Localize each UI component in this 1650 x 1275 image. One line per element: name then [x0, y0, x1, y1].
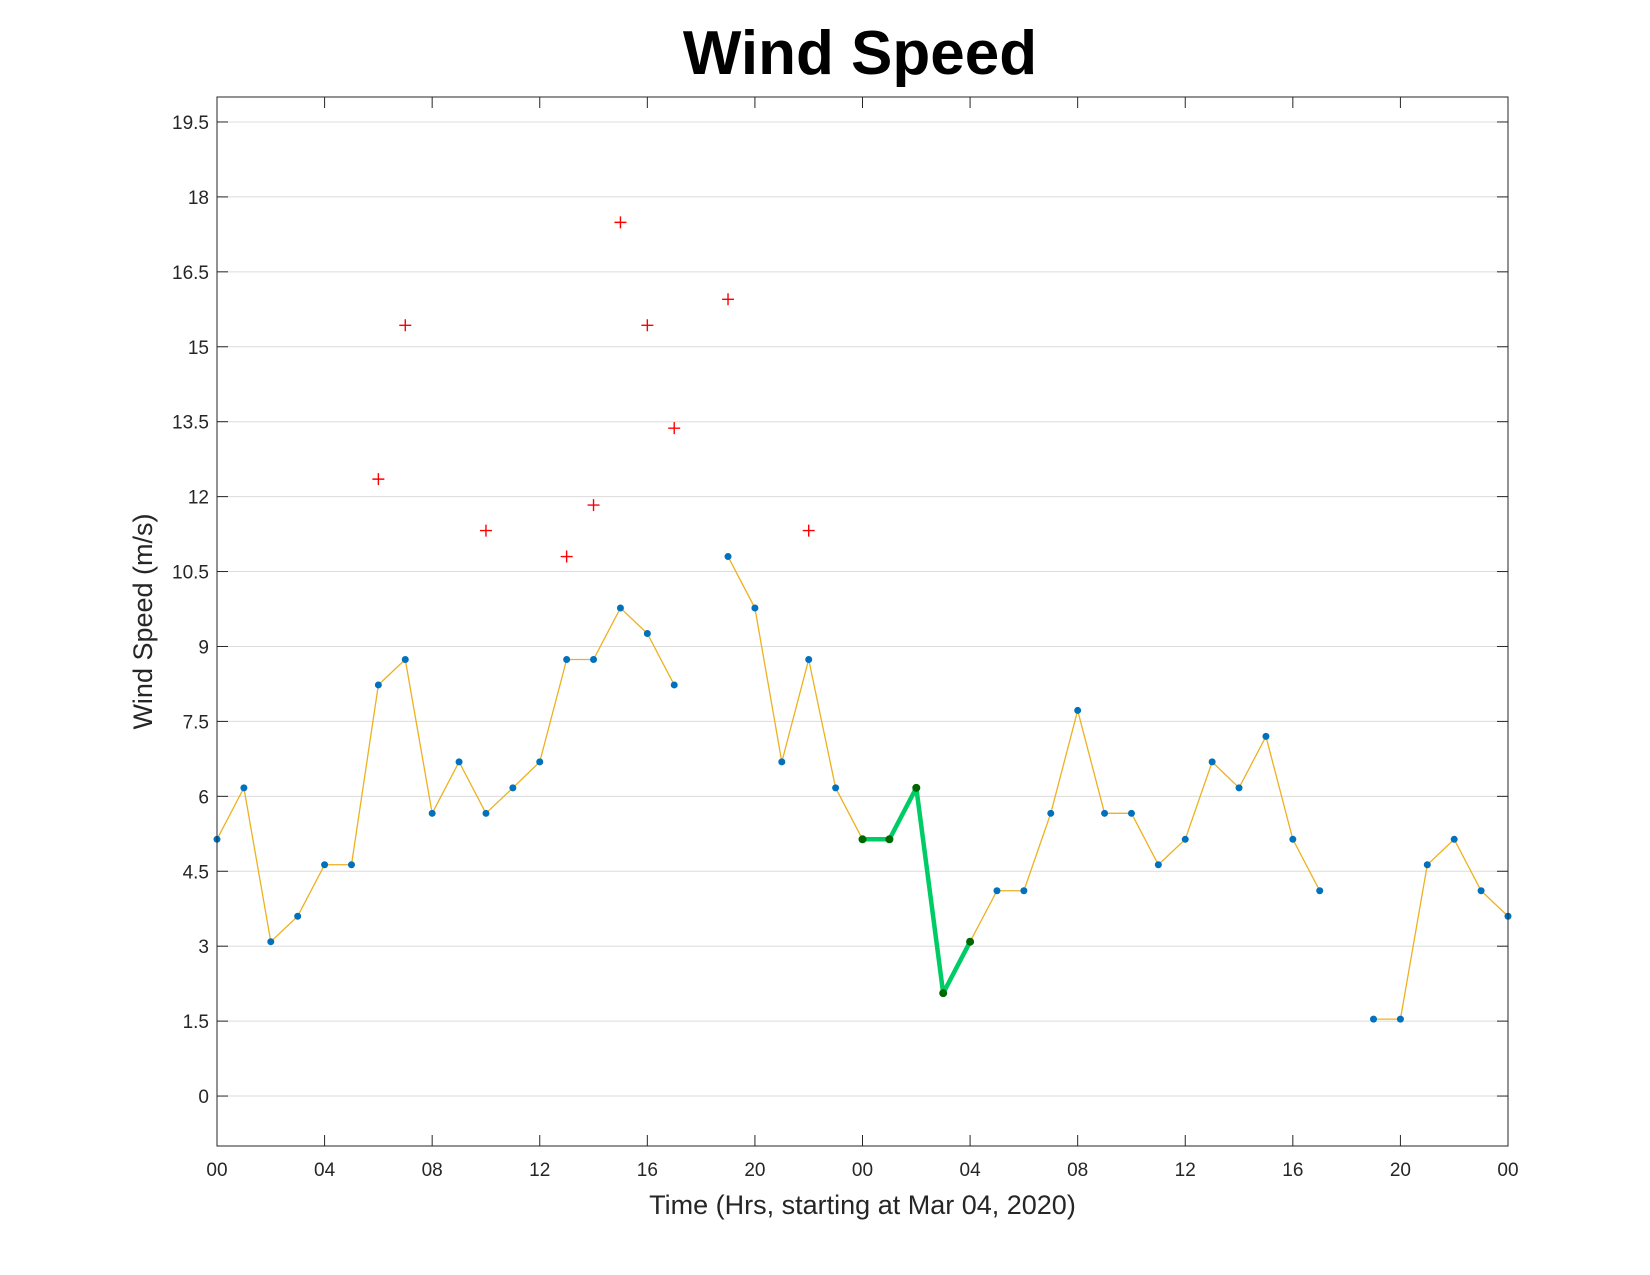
x-tick-label: 00 — [1497, 1160, 1518, 1181]
series-line — [216, 606, 675, 943]
x-tick-label: 16 — [1282, 1160, 1303, 1181]
x-axis-ticks: 00 04 08 12 16 20 00 04 08 12 16 20 00 — [206, 97, 1519, 1181]
data-point — [1127, 809, 1135, 817]
data-point — [1101, 809, 1109, 817]
x-tick-label: 00 — [852, 1160, 873, 1181]
data-point — [321, 861, 329, 869]
data-point — [374, 681, 382, 689]
data-point — [778, 758, 786, 766]
x-tick-label: 12 — [529, 1160, 550, 1181]
outlier-marker — [668, 422, 681, 435]
x-tick-label: 08 — [422, 1160, 443, 1181]
outlier-marker — [722, 293, 735, 306]
data-point — [1450, 835, 1458, 843]
data-point — [401, 655, 409, 663]
y-tick-label: 6 — [198, 787, 209, 808]
outlier-marker — [587, 499, 600, 512]
data-point — [1289, 835, 1297, 843]
y-axis-label: Wind Speed (m/s) — [128, 513, 158, 729]
x-axis-label: Time (Hrs, starting at Mar 04, 2020) — [649, 1190, 1076, 1220]
data-point — [616, 604, 624, 612]
outlier-marker — [802, 524, 815, 537]
data-point — [1074, 706, 1082, 714]
data-point — [267, 938, 275, 946]
plot-frame — [216, 96, 1509, 1147]
y-tick-label: 1.5 — [183, 1012, 209, 1033]
data-point — [509, 784, 517, 792]
y-tick-label: 12 — [188, 488, 209, 509]
data-point — [1262, 732, 1270, 740]
chart-title: Wind Speed — [683, 19, 1037, 88]
data-point — [993, 887, 1001, 895]
series-line — [727, 556, 1321, 996]
y-tick-label: 9 — [198, 637, 209, 658]
x-tick-label: 04 — [314, 1160, 336, 1181]
data-point — [347, 861, 355, 869]
y-tick-label: 18 — [188, 188, 209, 209]
data-point — [1396, 1015, 1404, 1023]
y-tick-label: 10.5 — [172, 563, 209, 584]
outlier-marker — [641, 319, 654, 332]
x-tick-label: 00 — [206, 1160, 227, 1181]
x-tick-label: 20 — [744, 1160, 765, 1181]
highlight-line — [862, 785, 973, 996]
data-point — [1370, 1015, 1378, 1023]
highlight-point — [939, 989, 948, 998]
data-point — [1208, 758, 1216, 766]
data-point — [482, 809, 490, 817]
data-point — [563, 655, 571, 663]
data-point — [751, 604, 759, 612]
y-axis-ticks: 0 1.5 3 4.5 6 7.5 9 10.5 12 13.5 15 16.5 18 19.5 — [172, 113, 1508, 1108]
y-tick-label: 13.5 — [172, 413, 209, 434]
y-tick-label: 16.5 — [172, 263, 209, 284]
highlight-point — [966, 937, 975, 946]
data-point — [240, 784, 248, 792]
highlight-point — [858, 835, 867, 844]
data-point — [670, 681, 678, 689]
highlight-point — [912, 783, 921, 792]
data-point — [643, 629, 651, 637]
outlier-marker — [479, 524, 492, 537]
data-point — [536, 758, 544, 766]
y-tick-label: 7.5 — [183, 712, 209, 733]
data-point — [1047, 809, 1055, 817]
data-point — [805, 655, 813, 663]
outlier-marker — [560, 550, 573, 563]
x-tick-label: 16 — [637, 1160, 658, 1181]
data-point — [1020, 887, 1028, 895]
y-tick-label: 19.5 — [172, 113, 209, 134]
highlight-point — [885, 835, 894, 844]
y-tick-label: 15 — [188, 338, 209, 359]
data-point — [724, 553, 732, 561]
x-tick-label: 12 — [1175, 1160, 1196, 1181]
series-line — [1373, 838, 1509, 1020]
data-point — [1181, 835, 1189, 843]
grid-lines — [217, 121, 1508, 1097]
x-tick-label: 20 — [1390, 1160, 1411, 1181]
outlier-marker — [372, 473, 385, 486]
data-series — [213, 216, 1512, 1023]
x-tick-label: 04 — [960, 1160, 982, 1181]
x-tick-label: 08 — [1067, 1160, 1088, 1181]
data-point — [590, 655, 598, 663]
outlier-marker — [614, 216, 627, 229]
outlier-marker — [399, 319, 412, 332]
data-point — [1423, 861, 1431, 869]
data-point — [832, 784, 840, 792]
data-point — [1477, 887, 1485, 895]
y-tick-label: 0 — [198, 1087, 209, 1108]
data-point — [1154, 861, 1162, 869]
y-tick-label: 3 — [198, 937, 209, 958]
y-tick-label: 4.5 — [183, 862, 209, 883]
data-point — [455, 758, 463, 766]
data-point — [294, 912, 302, 920]
data-point — [428, 809, 436, 817]
data-point — [1235, 784, 1243, 792]
data-point — [1316, 887, 1324, 895]
